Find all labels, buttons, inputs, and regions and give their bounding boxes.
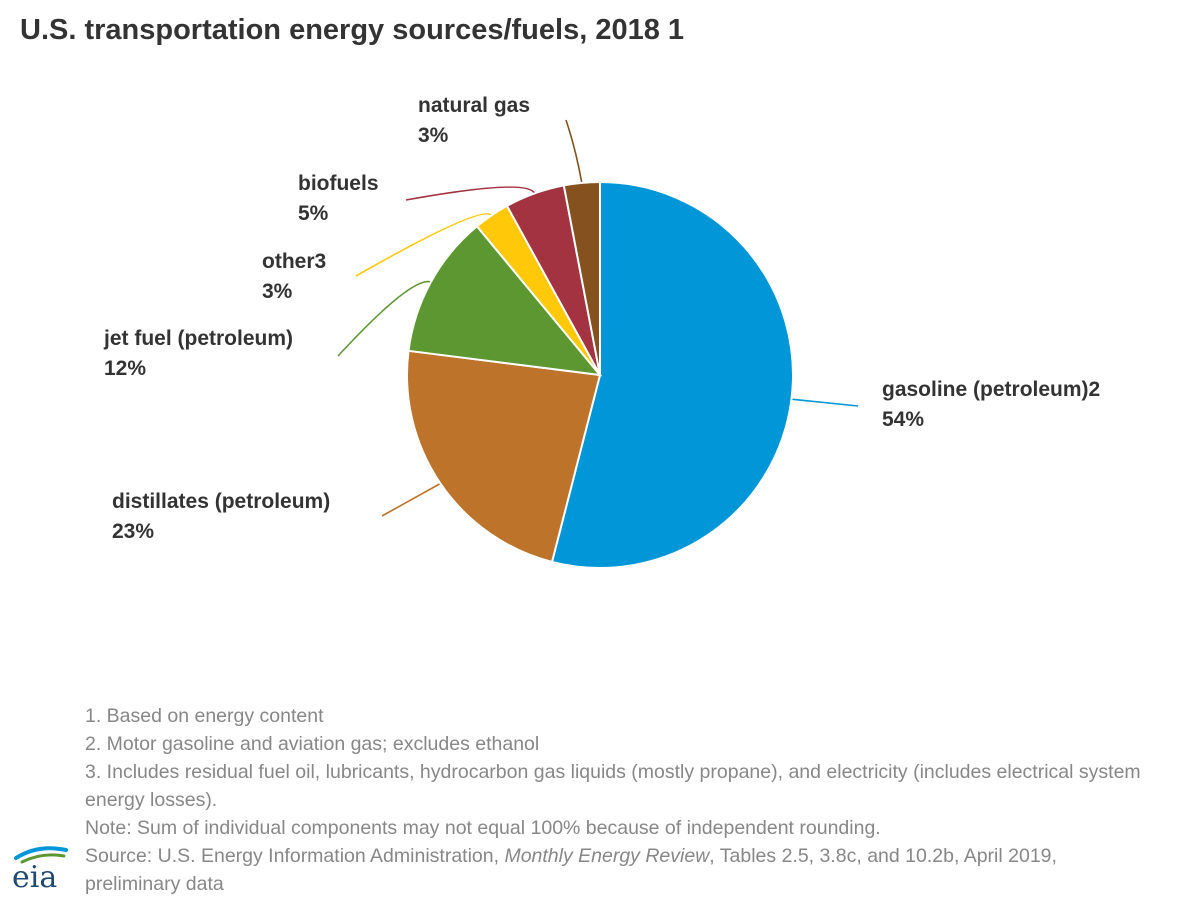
footnotes: 1. Based on energy content 2. Motor gaso… (85, 702, 1145, 898)
leader-line-5 (565, 119, 583, 184)
leader-line-4 (405, 186, 536, 201)
source-suffix: , Tables 2.5, 3.8c, and 10.2b, April 201… (85, 845, 1057, 895)
slice-labels: gasoline (petroleum)2 54% distillates (pet… (103, 94, 1100, 543)
pie-slices (406, 180, 794, 569)
leader-line-0 (791, 398, 859, 407)
footnote-note: Note: Sum of individual components may n… (85, 817, 881, 839)
leader-line-1 (381, 482, 441, 517)
pie-slice-5 (562, 180, 601, 376)
pie-slice-2 (407, 224, 603, 377)
leader-line-2 (337, 280, 432, 357)
slice-value-label-3: 3% (262, 280, 293, 303)
logo-swoosh-green (20, 853, 66, 864)
footnote-1: 1. Based on energy content (85, 705, 324, 727)
slice-value-label-5: 3% (418, 124, 449, 147)
source-title: Monthly Energy Review (504, 845, 710, 867)
pie-slice-1 (406, 349, 602, 564)
logo-swoosh-blue (14, 846, 68, 860)
slice-label-5: natural gas (418, 94, 530, 117)
pie-chart: gasoline (petroleum)2 54% distillates (pet… (103, 94, 1100, 569)
slice-label-3: other3 (262, 250, 326, 273)
leader-lines (337, 119, 859, 517)
footnote-3: 3. Includes residual fuel oil, lubricant… (85, 761, 1141, 811)
slice-value-label-0: 54% (882, 408, 924, 431)
eia-logo: eia (12, 846, 68, 892)
eia-logo-text: eia (12, 860, 57, 892)
footnote-source: Source: U.S. Energy Information Administ… (85, 842, 1145, 898)
slice-label-2: jet fuel (petroleum) (103, 327, 293, 350)
slice-label-0: gasoline (petroleum)2 (882, 378, 1100, 401)
slice-value-label-1: 23% (112, 520, 154, 543)
source-prefix: Source: U.S. Energy Information Administ… (85, 845, 505, 867)
slice-label-4: biofuels (298, 172, 379, 195)
footnote-2: 2. Motor gasoline and aviation gas; excl… (85, 733, 540, 755)
slice-value-label-2: 12% (104, 357, 146, 380)
chart-title: U.S. transportation energy sources/fuels… (20, 14, 685, 46)
pie-slice-0 (550, 180, 794, 569)
leader-line-3 (355, 213, 493, 277)
slice-label-1: distillates (petroleum) (112, 490, 330, 513)
slice-value-label-4: 5% (298, 202, 329, 225)
